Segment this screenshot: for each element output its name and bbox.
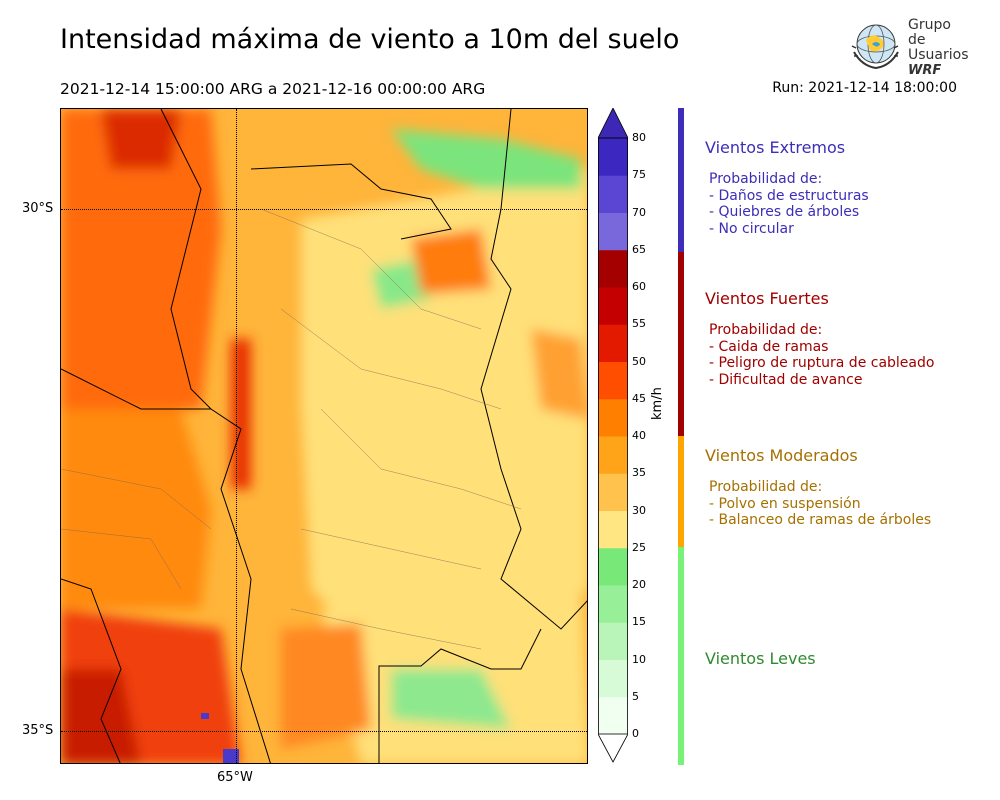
colorbar-tick-label: 65	[632, 242, 646, 256]
latitude-line-35s	[61, 731, 587, 732]
colorbar-bin	[598, 287, 628, 325]
colorbar-tick-label: 5	[632, 689, 639, 703]
wind-map	[60, 108, 588, 764]
category-description-line: - Dificultad de avance	[709, 371, 863, 388]
colorbar	[597, 107, 629, 768]
colorbar-bin	[598, 696, 628, 735]
category-description-line: Probabilidad de:	[709, 479, 823, 495]
category-title: Vientos Moderados	[705, 446, 858, 465]
colorbar-svg	[597, 107, 629, 763]
colorbar-tick-label: 15	[632, 615, 646, 629]
colorbar-tick-label: 10	[632, 652, 646, 666]
category-description-line: - No circular	[709, 220, 794, 237]
colorbar-tick-label: 80	[632, 131, 646, 144]
longitude-line-65w	[236, 109, 237, 763]
colorbar-tick-label: 20	[632, 578, 646, 591]
category-description-line: Probabilidad de:	[709, 171, 823, 187]
category-color-bar	[678, 252, 684, 436]
colorbar-bin	[598, 175, 628, 213]
category-description-line: - Caida de ramas	[709, 338, 829, 355]
logo-line-1: Grupo de	[908, 17, 951, 48]
logo-line-2: Usuarios	[908, 47, 969, 63]
forecast-period: 2021-12-14 15:00:00 ARG a 2021-12-16 00:…	[60, 80, 486, 98]
colorbar-tick-label: 75	[632, 168, 646, 182]
colorbar-max-extension	[597, 107, 629, 139]
category-description-line: - Daños de estructuras	[709, 187, 869, 204]
category-description: Probabilidad de: - Daños de estructuras - …	[709, 171, 869, 237]
category-description-line: - Quiebres de árboles	[709, 204, 860, 220]
grupo-wrf-logo: Grupo de Usuarios WRF	[848, 17, 969, 78]
map-title: Intensidad máxima de viento a 10m del su…	[60, 24, 680, 55]
category-description-line: - Peligro de ruptura de cableado	[709, 355, 935, 371]
colorbar-tick-label: 0	[632, 727, 639, 740]
globe-logo-icon	[851, 24, 899, 70]
colorbar-min-extension	[597, 733, 629, 763]
colorbar-tick-label: 70	[632, 205, 646, 219]
category-title: Vientos Fuertes	[705, 289, 829, 308]
category-description-line: Probabilidad de:	[709, 322, 823, 338]
colorbar-tick-label: 60	[632, 280, 646, 293]
colorbar-bin	[598, 659, 628, 698]
category-color-bar	[678, 108, 684, 252]
colorbar-bin	[598, 398, 628, 437]
category-color-bar	[678, 547, 684, 765]
colorbar-bin	[598, 622, 628, 660]
colorbar-bin	[598, 324, 628, 362]
colorbar-tick-label: 45	[632, 391, 646, 405]
wind-field-svg	[61, 109, 587, 763]
lon-label-65w: 65°W	[217, 770, 253, 785]
colorbar-bin	[598, 436, 628, 474]
colorbar-unit: km/h	[650, 387, 665, 420]
category-description-line: - Polvo en suspensión	[709, 495, 861, 512]
colorbar-tick-label: 55	[632, 317, 646, 331]
lat-label-35s: 35°S	[22, 723, 54, 738]
colorbar-bin	[598, 585, 628, 623]
colorbar-tick-label: 50	[632, 354, 646, 368]
colorbar-tick-label: 35	[632, 466, 646, 480]
colorbar-bin	[598, 138, 628, 176]
latitude-line-30s	[61, 209, 587, 210]
logo-line-3: WRF	[908, 63, 942, 78]
category-description: Probabilidad de: - Caida de ramas - Peligr…	[709, 322, 934, 388]
colorbar-bin	[598, 249, 628, 288]
colorbar-bin	[598, 547, 628, 586]
colorbar-bin	[598, 212, 628, 251]
category-description: Probabilidad de: - Polvo en suspensión - B…	[709, 479, 931, 529]
category-title: Vientos Leves	[705, 649, 816, 668]
lat-label-30s: 30°S	[22, 201, 54, 216]
category-description-line: - Balanceo de ramas de árboles	[709, 512, 932, 528]
colorbar-bin	[598, 361, 628, 400]
colorbar-tick-label: 25	[632, 540, 646, 554]
category-title: Vientos Extremos	[705, 138, 846, 157]
colorbar-frame	[598, 137, 628, 735]
category-color-bar	[678, 436, 684, 547]
colorbar-tick-label: 40	[632, 429, 646, 442]
run-timestamp: Run: 2021-12-14 18:00:00	[772, 80, 957, 96]
colorbar-tick-label: 30	[632, 503, 646, 517]
colorbar-bin	[598, 510, 628, 549]
colorbar-bin	[598, 473, 628, 511]
